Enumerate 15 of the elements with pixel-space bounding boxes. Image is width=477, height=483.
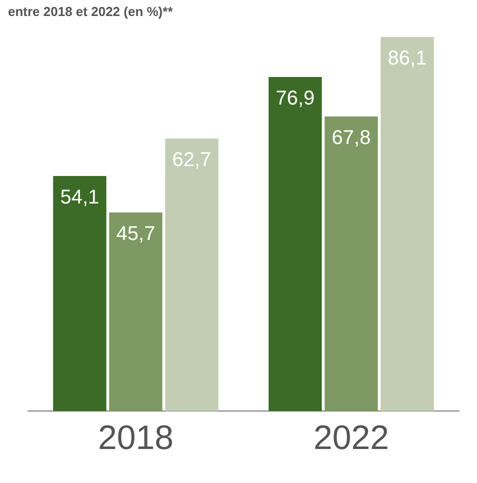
x-tick-label: 2022 <box>313 418 390 457</box>
bar <box>53 176 106 412</box>
bar <box>165 138 218 412</box>
data-label: 67,8 <box>332 127 371 150</box>
bar <box>268 76 322 412</box>
data-label: 62,7 <box>172 149 212 172</box>
data-label: 76,9 <box>276 87 315 110</box>
chart-title: entre 2018 et 2022 (en %)** <box>8 4 174 20</box>
data-label: 54,1 <box>60 186 100 209</box>
data-label: 45,7 <box>116 223 156 246</box>
bar <box>380 36 434 412</box>
bar <box>324 116 378 412</box>
x-tick-label: 2018 <box>98 418 174 457</box>
bar <box>109 212 162 412</box>
data-label: 86,1 <box>388 47 427 70</box>
